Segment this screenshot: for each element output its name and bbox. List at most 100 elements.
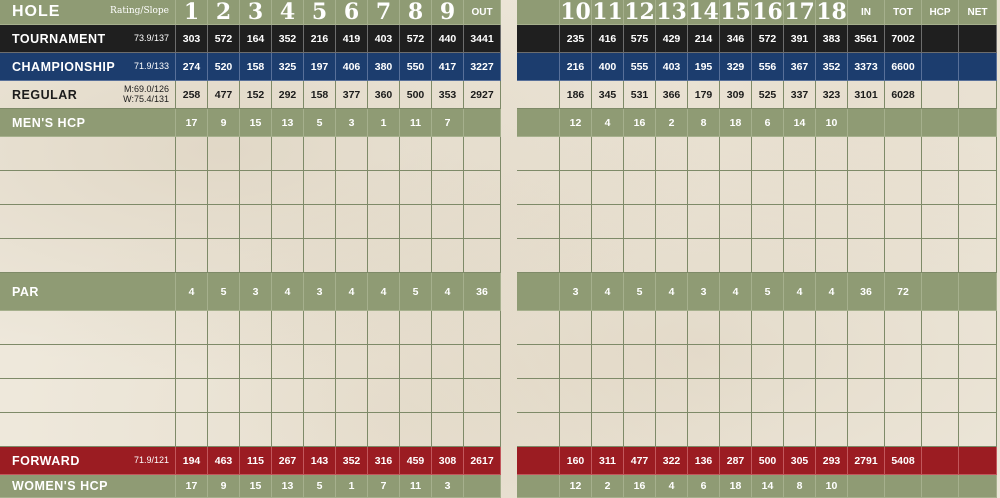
score-entry-cell[interactable] [336,239,368,273]
score-entry-cell[interactable] [336,171,368,205]
score-entry-cell[interactable] [304,205,336,239]
score-entry-cell[interactable] [336,137,368,171]
score-entry-cell[interactable] [720,171,752,205]
score-entry-cell[interactable] [432,239,464,273]
score-entry-cell[interactable] [240,379,272,413]
score-entry-cell[interactable] [304,345,336,379]
score-entry-cell[interactable] [400,239,432,273]
score-entry-cell[interactable] [592,137,624,171]
score-entry-cell[interactable] [752,205,784,239]
player-handicap-cell[interactable] [922,205,959,239]
player-name-cell[interactable] [0,239,176,273]
score-entry-cell[interactable] [368,311,400,345]
score-entry-cell[interactable] [304,311,336,345]
net-score-cell[interactable] [959,205,997,239]
net-score-cell[interactable] [959,413,997,447]
score-entry-cell[interactable] [752,171,784,205]
player-name-cell[interactable] [0,413,176,447]
score-entry-cell[interactable] [176,171,208,205]
score-entry-cell[interactable] [624,345,656,379]
score-entry-cell[interactable] [208,205,240,239]
score-entry-cell[interactable] [624,379,656,413]
score-entry-cell[interactable] [336,379,368,413]
out-cell[interactable] [464,413,501,447]
score-entry-cell[interactable] [816,311,848,345]
in-total[interactable] [848,205,885,239]
score-entry-cell[interactable] [784,239,816,273]
score-entry-cell[interactable] [752,413,784,447]
score-entry-cell[interactable] [624,239,656,273]
score-entry-cell[interactable] [304,137,336,171]
score-entry-cell[interactable] [336,311,368,345]
score-entry-cell[interactable] [240,413,272,447]
score-entry-cell[interactable] [816,137,848,171]
in-total[interactable] [848,379,885,413]
score-entry-cell[interactable] [400,205,432,239]
in-total[interactable] [848,413,885,447]
player-handicap-cell[interactable] [922,137,959,171]
score-entry-cell[interactable] [688,137,720,171]
score-entry-cell[interactable] [432,205,464,239]
score-entry-cell[interactable] [592,379,624,413]
score-entry-cell[interactable] [720,205,752,239]
score-entry-cell[interactable] [368,205,400,239]
score-entry-cell[interactable] [240,239,272,273]
score-entry-cell[interactable] [368,413,400,447]
score-entry-cell[interactable] [816,239,848,273]
score-entry-cell[interactable] [272,205,304,239]
score-entry-cell[interactable] [240,137,272,171]
score-entry-cell[interactable] [656,413,688,447]
score-entry-cell[interactable] [752,137,784,171]
score-entry-cell[interactable] [272,311,304,345]
score-entry-cell[interactable] [720,137,752,171]
score-entry-cell[interactable] [816,379,848,413]
score-entry-cell[interactable] [560,413,592,447]
score-entry-cell[interactable] [176,137,208,171]
score-entry-cell[interactable] [752,311,784,345]
score-entry-cell[interactable] [400,311,432,345]
in-total[interactable] [848,137,885,171]
score-entry-cell[interactable] [560,239,592,273]
grand-total[interactable] [885,311,922,345]
player-name-cell[interactable] [0,379,176,413]
score-entry-cell[interactable] [208,171,240,205]
score-entry-cell[interactable] [240,171,272,205]
score-entry-cell[interactable] [176,239,208,273]
score-entry-cell[interactable] [208,137,240,171]
score-entry-cell[interactable] [176,205,208,239]
score-entry-cell[interactable] [720,345,752,379]
score-entry-cell[interactable] [688,239,720,273]
score-entry-cell[interactable] [560,379,592,413]
score-entry-cell[interactable] [656,205,688,239]
score-entry-cell[interactable] [720,379,752,413]
score-entry-cell[interactable] [304,413,336,447]
player-name-cell[interactable] [0,137,176,171]
net-score-cell[interactable] [959,345,997,379]
score-entry-cell[interactable] [240,205,272,239]
score-entry-cell[interactable] [592,205,624,239]
score-entry-cell[interactable] [656,379,688,413]
player-handicap-cell[interactable] [922,379,959,413]
score-entry-cell[interactable] [368,137,400,171]
player-handicap-cell[interactable] [922,171,959,205]
score-entry-cell[interactable] [624,137,656,171]
score-entry-cell[interactable] [432,171,464,205]
score-entry-cell[interactable] [432,379,464,413]
score-entry-cell[interactable] [784,171,816,205]
score-entry-cell[interactable] [208,413,240,447]
score-entry-cell[interactable] [784,137,816,171]
score-entry-cell[interactable] [208,345,240,379]
score-entry-cell[interactable] [432,311,464,345]
score-entry-cell[interactable] [624,171,656,205]
score-entry-cell[interactable] [400,137,432,171]
score-entry-cell[interactable] [592,171,624,205]
player-name-cell[interactable] [0,345,176,379]
score-entry-cell[interactable] [272,137,304,171]
player-name-cell[interactable] [0,311,176,345]
score-entry-cell[interactable] [272,239,304,273]
score-entry-cell[interactable] [592,345,624,379]
grand-total[interactable] [885,137,922,171]
score-entry-cell[interactable] [784,413,816,447]
score-entry-cell[interactable] [752,379,784,413]
score-entry-cell[interactable] [336,205,368,239]
